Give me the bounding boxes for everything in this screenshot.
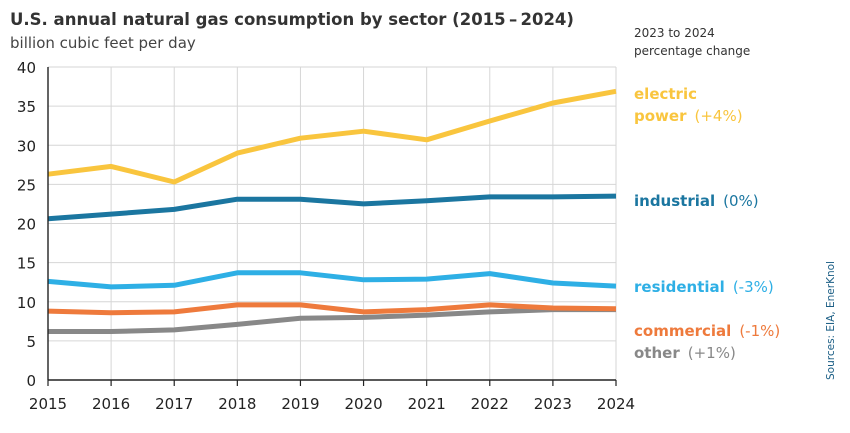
legend-header-line-2: percentage change [634, 44, 750, 58]
series-name-industrial-1: industrial [634, 192, 715, 210]
x-tick-label-2022: 2022 [471, 395, 509, 413]
series-line-commercial [47, 302, 617, 316]
y-tick-label-10: 10 [17, 294, 36, 312]
series-label-commercial: commercial (-1%) [634, 322, 780, 340]
series-name-commercial-1: commercial [634, 322, 731, 340]
y-tick-label-40: 40 [17, 59, 36, 77]
y-tick-label-25: 25 [17, 176, 36, 194]
series-label-electric-power-line-1: electric [634, 85, 697, 103]
series-line-residential [47, 270, 617, 290]
series-line-electric-power [47, 88, 617, 185]
series-name-electric-power-2: power [634, 107, 687, 125]
series-label-electric-power-line-2: power (+4%) [634, 107, 743, 125]
chart-title: U.S. annual natural gas consumption by s… [10, 10, 574, 29]
y-tick-label-20: 20 [17, 216, 36, 234]
source-note: Sources: EIA, EnerKnol [825, 261, 837, 380]
y-tick-label-15: 15 [17, 255, 36, 273]
x-tick-label-2023: 2023 [534, 395, 572, 413]
series-label-industrial: industrial (0%) [634, 192, 759, 210]
x-tick-label-2019: 2019 [281, 395, 319, 413]
series-change-other: (+1%) [688, 344, 736, 362]
series-name-electric-power-1: electric [634, 85, 697, 103]
y-tick-label-0: 0 [26, 372, 36, 390]
x-tick-label-2024: 2024 [597, 395, 635, 413]
series-name-residential-1: residential [634, 278, 725, 296]
x-tick-label-2015: 2015 [29, 395, 67, 413]
series-line-other [48, 307, 616, 334]
x-tick-label-2021: 2021 [408, 395, 446, 413]
series-name-other-1: other [634, 344, 680, 362]
series-change-industrial: (0%) [723, 192, 759, 210]
x-tick-label-2020: 2020 [344, 395, 382, 413]
y-tick-label-5: 5 [26, 333, 36, 351]
y-tick-label-30: 30 [17, 137, 36, 155]
x-tick-label-2017: 2017 [155, 395, 193, 413]
x-tick-label-2018: 2018 [218, 395, 256, 413]
chart-subtitle: billion cubic feet per day [10, 34, 196, 52]
legend-header-line-1: 2023 to 2024 [634, 26, 715, 40]
series-label-residential: residential (-3%) [634, 278, 774, 296]
series-change-electric-power: (+4%) [694, 107, 742, 125]
x-tick-label-2016: 2016 [92, 395, 130, 413]
series-line-industrial [47, 193, 617, 222]
y-tick-label-35: 35 [17, 98, 36, 116]
series-change-commercial: (-1%) [739, 322, 780, 340]
series-change-residential: (-3%) [733, 278, 774, 296]
series-label-other: other (+1%) [634, 344, 736, 362]
